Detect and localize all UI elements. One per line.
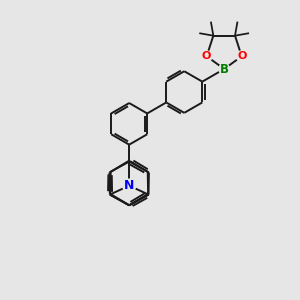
Circle shape: [236, 51, 247, 62]
Circle shape: [123, 179, 136, 192]
Circle shape: [201, 51, 212, 62]
Text: N: N: [124, 179, 134, 192]
Text: O: O: [237, 51, 246, 61]
Circle shape: [219, 64, 230, 74]
Text: B: B: [220, 62, 229, 76]
Text: O: O: [202, 51, 211, 61]
